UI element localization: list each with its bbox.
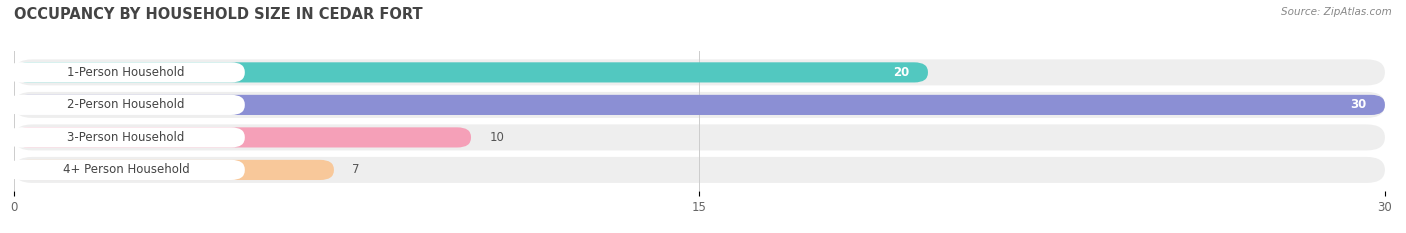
FancyBboxPatch shape: [14, 160, 335, 180]
Text: 7: 7: [353, 163, 360, 176]
FancyBboxPatch shape: [14, 92, 1385, 118]
Text: OCCUPANCY BY HOUSEHOLD SIZE IN CEDAR FORT: OCCUPANCY BY HOUSEHOLD SIZE IN CEDAR FOR…: [14, 7, 423, 22]
Text: 2-Person Household: 2-Person Household: [67, 98, 184, 111]
Text: 20: 20: [893, 66, 910, 79]
FancyBboxPatch shape: [7, 62, 245, 82]
Text: 4+ Person Household: 4+ Person Household: [63, 163, 190, 176]
Text: 1-Person Household: 1-Person Household: [67, 66, 184, 79]
FancyBboxPatch shape: [7, 95, 245, 115]
FancyBboxPatch shape: [14, 62, 928, 82]
FancyBboxPatch shape: [7, 127, 245, 147]
Text: 30: 30: [1350, 98, 1367, 111]
Text: Source: ZipAtlas.com: Source: ZipAtlas.com: [1281, 7, 1392, 17]
FancyBboxPatch shape: [14, 59, 1385, 86]
FancyBboxPatch shape: [14, 124, 1385, 151]
FancyBboxPatch shape: [14, 157, 1385, 183]
FancyBboxPatch shape: [7, 160, 245, 180]
Text: 10: 10: [489, 131, 505, 144]
FancyBboxPatch shape: [14, 95, 1385, 115]
FancyBboxPatch shape: [14, 127, 471, 147]
Text: 3-Person Household: 3-Person Household: [67, 131, 184, 144]
